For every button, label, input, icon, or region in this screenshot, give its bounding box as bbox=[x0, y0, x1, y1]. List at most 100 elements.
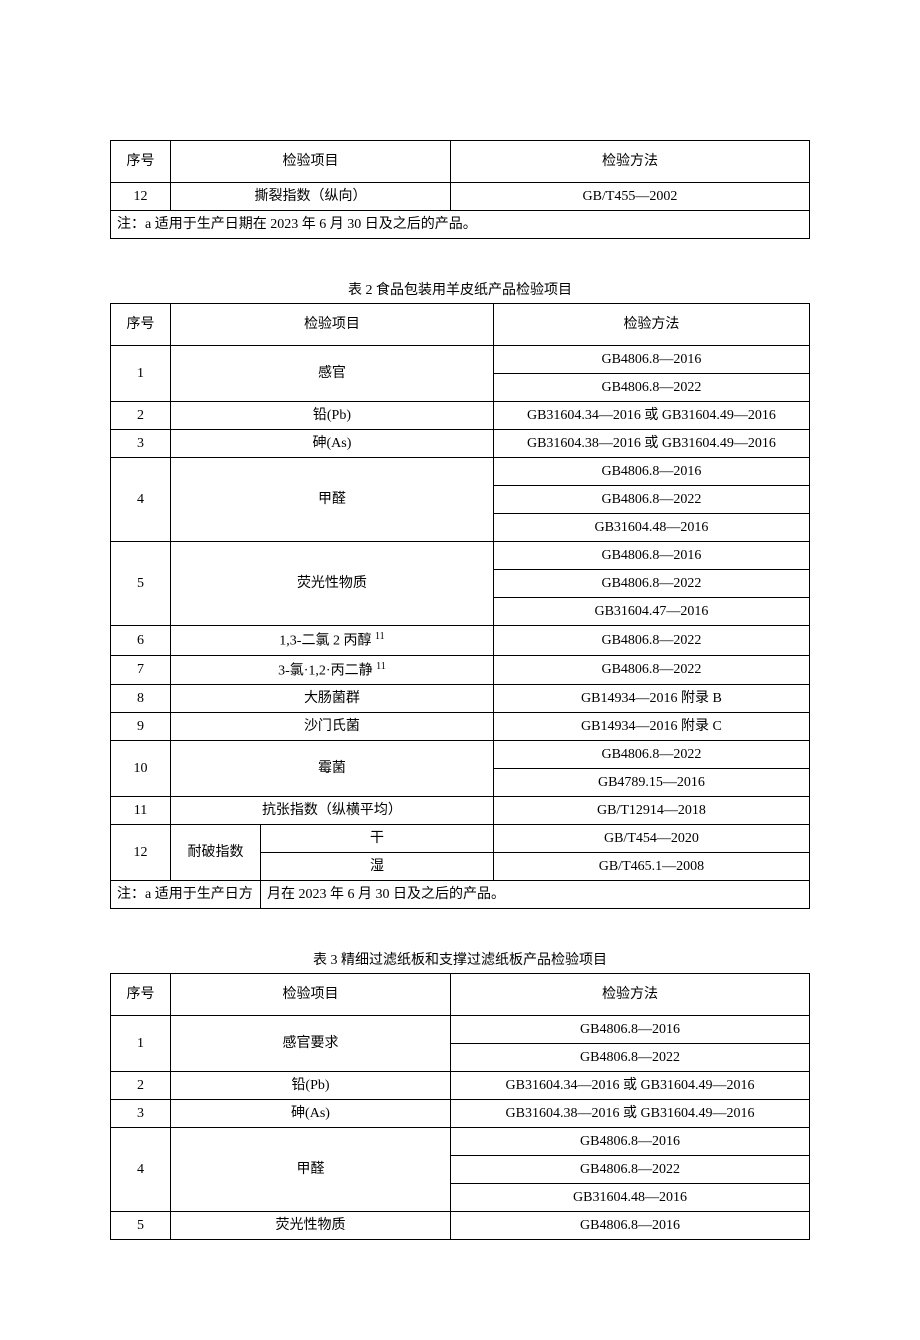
cell-seq: 11 bbox=[111, 797, 171, 825]
header-item: 检验项目 bbox=[171, 141, 451, 183]
note-cell: 注：a 适用于生产日期在 2023 年 6 月 30 日及之后的产品。 bbox=[111, 211, 810, 239]
item-text: 3-氯·1,2·丙二静 bbox=[278, 663, 376, 678]
cell-method: GB4806.8—2016 bbox=[493, 458, 809, 486]
note-cell-right: 月在 2023 年 6 月 30 日及之后的产品。 bbox=[261, 881, 810, 909]
table-row: 序号 检验项目 检验方法 bbox=[111, 974, 810, 1016]
cell-item: 铅(Pb) bbox=[171, 1072, 451, 1100]
cell-seq: 3 bbox=[111, 1100, 171, 1128]
cell-method: GB4806.8—2022 bbox=[493, 570, 809, 598]
item-sup: 11 bbox=[376, 661, 386, 672]
table-row: 3 砷(As) GB31604.38—2016 或 GB31604.49—201… bbox=[111, 430, 810, 458]
cell-item: 抗张指数（纵横平均） bbox=[171, 797, 494, 825]
item-sup: 11 bbox=[375, 631, 385, 642]
table-3-title: 表 3 精细过滤纸板和支撑过滤纸板产品检验项目 bbox=[110, 949, 810, 969]
cell-seq: 8 bbox=[111, 685, 171, 713]
cell-item: 撕裂指数（纵向） bbox=[171, 183, 451, 211]
cell-seq: 4 bbox=[111, 1128, 171, 1212]
cell-method: GB/T454—2020 bbox=[493, 825, 809, 853]
cell-seq: 2 bbox=[111, 402, 171, 430]
cell-item: 感官 bbox=[171, 346, 494, 402]
cell-item: 3-氯·1,2·丙二静 11 bbox=[171, 655, 494, 685]
cell-method: GB4806.8—2016 bbox=[493, 542, 809, 570]
table-note-row: 注：a 适用于生产日方 月在 2023 年 6 月 30 日及之后的产品。 bbox=[111, 881, 810, 909]
cell-item: 沙门氏菌 bbox=[171, 713, 494, 741]
header-seq: 序号 bbox=[111, 974, 171, 1016]
cell-item: 荧光性物质 bbox=[171, 1212, 451, 1240]
cell-method: GB31604.38—2016 或 GB31604.49—2016 bbox=[493, 430, 809, 458]
table-row: 12 耐破指数 干 GB/T454—2020 bbox=[111, 825, 810, 853]
table-row: 9 沙门氏菌 GB14934—2016 附录 C bbox=[111, 713, 810, 741]
cell-method: GB4789.15—2016 bbox=[493, 769, 809, 797]
table-3: 序号 检验项目 检验方法 1 感官要求 GB4806.8—2016 GB4806… bbox=[110, 973, 810, 1240]
cell-method: GB4806.8—2016 bbox=[451, 1212, 810, 1240]
note-cell-left: 注：a 适用于生产日方 bbox=[111, 881, 261, 909]
cell-method: GB4806.8—2022 bbox=[451, 1156, 810, 1184]
cell-method: GB4806.8—2022 bbox=[493, 741, 809, 769]
cell-method: GB4806.8—2022 bbox=[493, 374, 809, 402]
table-note-row: 注：a 适用于生产日期在 2023 年 6 月 30 日及之后的产品。 bbox=[111, 211, 810, 239]
table-row: 1 感官 GB4806.8—2016 bbox=[111, 346, 810, 374]
table-row: 序号 检验项目 检验方法 bbox=[111, 304, 810, 346]
table-2-title: 表 2 食品包装用羊皮纸产品检验项目 bbox=[110, 279, 810, 299]
table-row: 5 荧光性物质 GB4806.8—2016 bbox=[111, 542, 810, 570]
cell-seq: 1 bbox=[111, 1016, 171, 1072]
header-item: 检验项目 bbox=[171, 974, 451, 1016]
cell-item: 砷(As) bbox=[171, 430, 494, 458]
table-1: 序号 检验项目 检验方法 12 撕裂指数（纵向） GB/T455—2002 注：… bbox=[110, 140, 810, 239]
cell-method: GB4806.8—2016 bbox=[493, 346, 809, 374]
table-row: 11 抗张指数（纵横平均） GB/T12914—2018 bbox=[111, 797, 810, 825]
table-row: 10 霉菌 GB4806.8—2022 bbox=[111, 741, 810, 769]
cell-method: GB4806.8—2022 bbox=[493, 626, 809, 656]
cell-item: 甲醛 bbox=[171, 458, 494, 542]
cell-item: 感官要求 bbox=[171, 1016, 451, 1072]
table-row: 4 甲醛 GB4806.8—2016 bbox=[111, 458, 810, 486]
cell-seq: 1 bbox=[111, 346, 171, 402]
cell-method: GB14934—2016 附录 C bbox=[493, 713, 809, 741]
cell-item: 砷(As) bbox=[171, 1100, 451, 1128]
table-row: 6 1,3-二氯 2 丙醇 11 GB4806.8—2022 bbox=[111, 626, 810, 656]
cell-item: 铅(Pb) bbox=[171, 402, 494, 430]
cell-seq: 7 bbox=[111, 655, 171, 685]
cell-method: GB31604.34—2016 或 GB31604.49—2016 bbox=[493, 402, 809, 430]
cell-item-sub: 干 bbox=[261, 825, 494, 853]
cell-seq: 9 bbox=[111, 713, 171, 741]
table-row: 1 感官要求 GB4806.8—2016 bbox=[111, 1016, 810, 1044]
cell-method: GB4806.8—2022 bbox=[451, 1044, 810, 1072]
header-seq: 序号 bbox=[111, 141, 171, 183]
header-item: 检验项目 bbox=[171, 304, 494, 346]
item-text: 1,3-二氯 2 丙醇 bbox=[279, 634, 375, 649]
table-row: 12 撕裂指数（纵向） GB/T455—2002 bbox=[111, 183, 810, 211]
cell-method: GB14934—2016 附录 B bbox=[493, 685, 809, 713]
cell-method: GB31604.38—2016 或 GB31604.49—2016 bbox=[451, 1100, 810, 1128]
table-row: 2 铅(Pb) GB31604.34—2016 或 GB31604.49—201… bbox=[111, 402, 810, 430]
cell-method: GB31604.48—2016 bbox=[493, 514, 809, 542]
header-method: 检验方法 bbox=[451, 141, 810, 183]
cell-item: 1,3-二氯 2 丙醇 11 bbox=[171, 626, 494, 656]
header-method: 检验方法 bbox=[493, 304, 809, 346]
cell-method: GB4806.8—2022 bbox=[493, 486, 809, 514]
cell-item: 荧光性物质 bbox=[171, 542, 494, 626]
cell-seq: 5 bbox=[111, 542, 171, 626]
cell-item: 大肠菌群 bbox=[171, 685, 494, 713]
cell-item: 甲醛 bbox=[171, 1128, 451, 1212]
cell-item-sub: 湿 bbox=[261, 853, 494, 881]
header-seq: 序号 bbox=[111, 304, 171, 346]
cell-method: GB/T465.1—2008 bbox=[493, 853, 809, 881]
table-row: 序号 检验项目 检验方法 bbox=[111, 141, 810, 183]
cell-item-main: 耐破指数 bbox=[171, 825, 261, 881]
cell-method: GB31604.48—2016 bbox=[451, 1184, 810, 1212]
cell-method: GB31604.34—2016 或 GB31604.49—2016 bbox=[451, 1072, 810, 1100]
cell-seq: 12 bbox=[111, 183, 171, 211]
cell-seq: 3 bbox=[111, 430, 171, 458]
table-2: 序号 检验项目 检验方法 1 感官 GB4806.8—2016 GB4806.8… bbox=[110, 303, 810, 909]
table-row: 7 3-氯·1,2·丙二静 11 GB4806.8—2022 bbox=[111, 655, 810, 685]
table-row: 3 砷(As) GB31604.38—2016 或 GB31604.49—201… bbox=[111, 1100, 810, 1128]
cell-seq: 4 bbox=[111, 458, 171, 542]
cell-item: 霉菌 bbox=[171, 741, 494, 797]
cell-seq: 12 bbox=[111, 825, 171, 881]
cell-method: GB31604.47—2016 bbox=[493, 598, 809, 626]
cell-method: GB4806.8—2016 bbox=[451, 1016, 810, 1044]
cell-method: GB4806.8—2022 bbox=[493, 655, 809, 685]
cell-method: GB/T12914—2018 bbox=[493, 797, 809, 825]
cell-seq: 5 bbox=[111, 1212, 171, 1240]
